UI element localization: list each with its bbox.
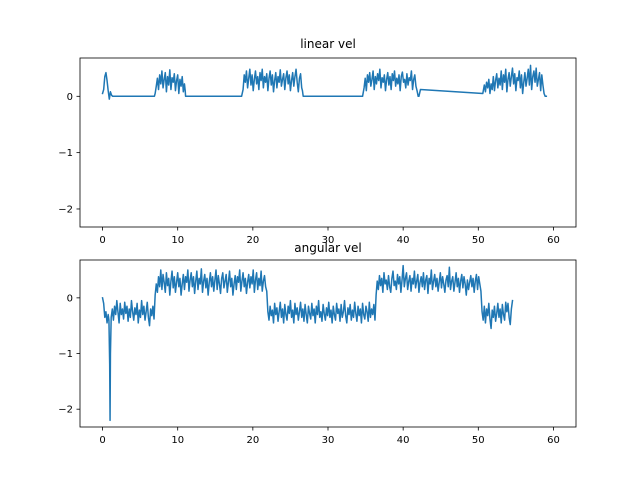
x-tick-label: 0 <box>99 435 105 446</box>
x-tick-label: 10 <box>171 235 184 246</box>
x-tick-label: 60 <box>547 235 560 246</box>
subplot-title: linear vel <box>300 37 356 51</box>
subplot-title: angular vel <box>294 241 361 255</box>
x-tick-label: 20 <box>246 235 259 246</box>
subplot-angular-vel: angular vel 0 10 20 30 40 50 60 0 −1 −2 <box>58 241 577 446</box>
y-tick-label: −1 <box>58 148 73 159</box>
y-tick-label: 0 <box>67 293 73 304</box>
x-tick-label: 40 <box>397 235 410 246</box>
x-tick-label: 20 <box>246 435 259 446</box>
x-tick-label: 30 <box>322 235 335 246</box>
y-tick-label: −2 <box>58 204 73 215</box>
x-tick-label: 50 <box>472 235 485 246</box>
x-tick-label: 0 <box>99 235 105 246</box>
subplot-linear-vel: linear vel 0 10 20 30 40 50 60 0 −1 −2 <box>58 37 577 246</box>
y-tick-label: −1 <box>58 349 73 360</box>
y-tick-label: 0 <box>67 92 73 103</box>
x-tick-label: 50 <box>472 435 485 446</box>
x-tick-label: 30 <box>322 435 335 446</box>
series-line <box>101 264 514 422</box>
x-tick-label: 40 <box>397 435 410 446</box>
x-tick-label: 10 <box>171 435 184 446</box>
y-tick-label: −2 <box>58 405 73 416</box>
series-line <box>101 64 548 100</box>
x-tick-label: 60 <box>547 435 560 446</box>
